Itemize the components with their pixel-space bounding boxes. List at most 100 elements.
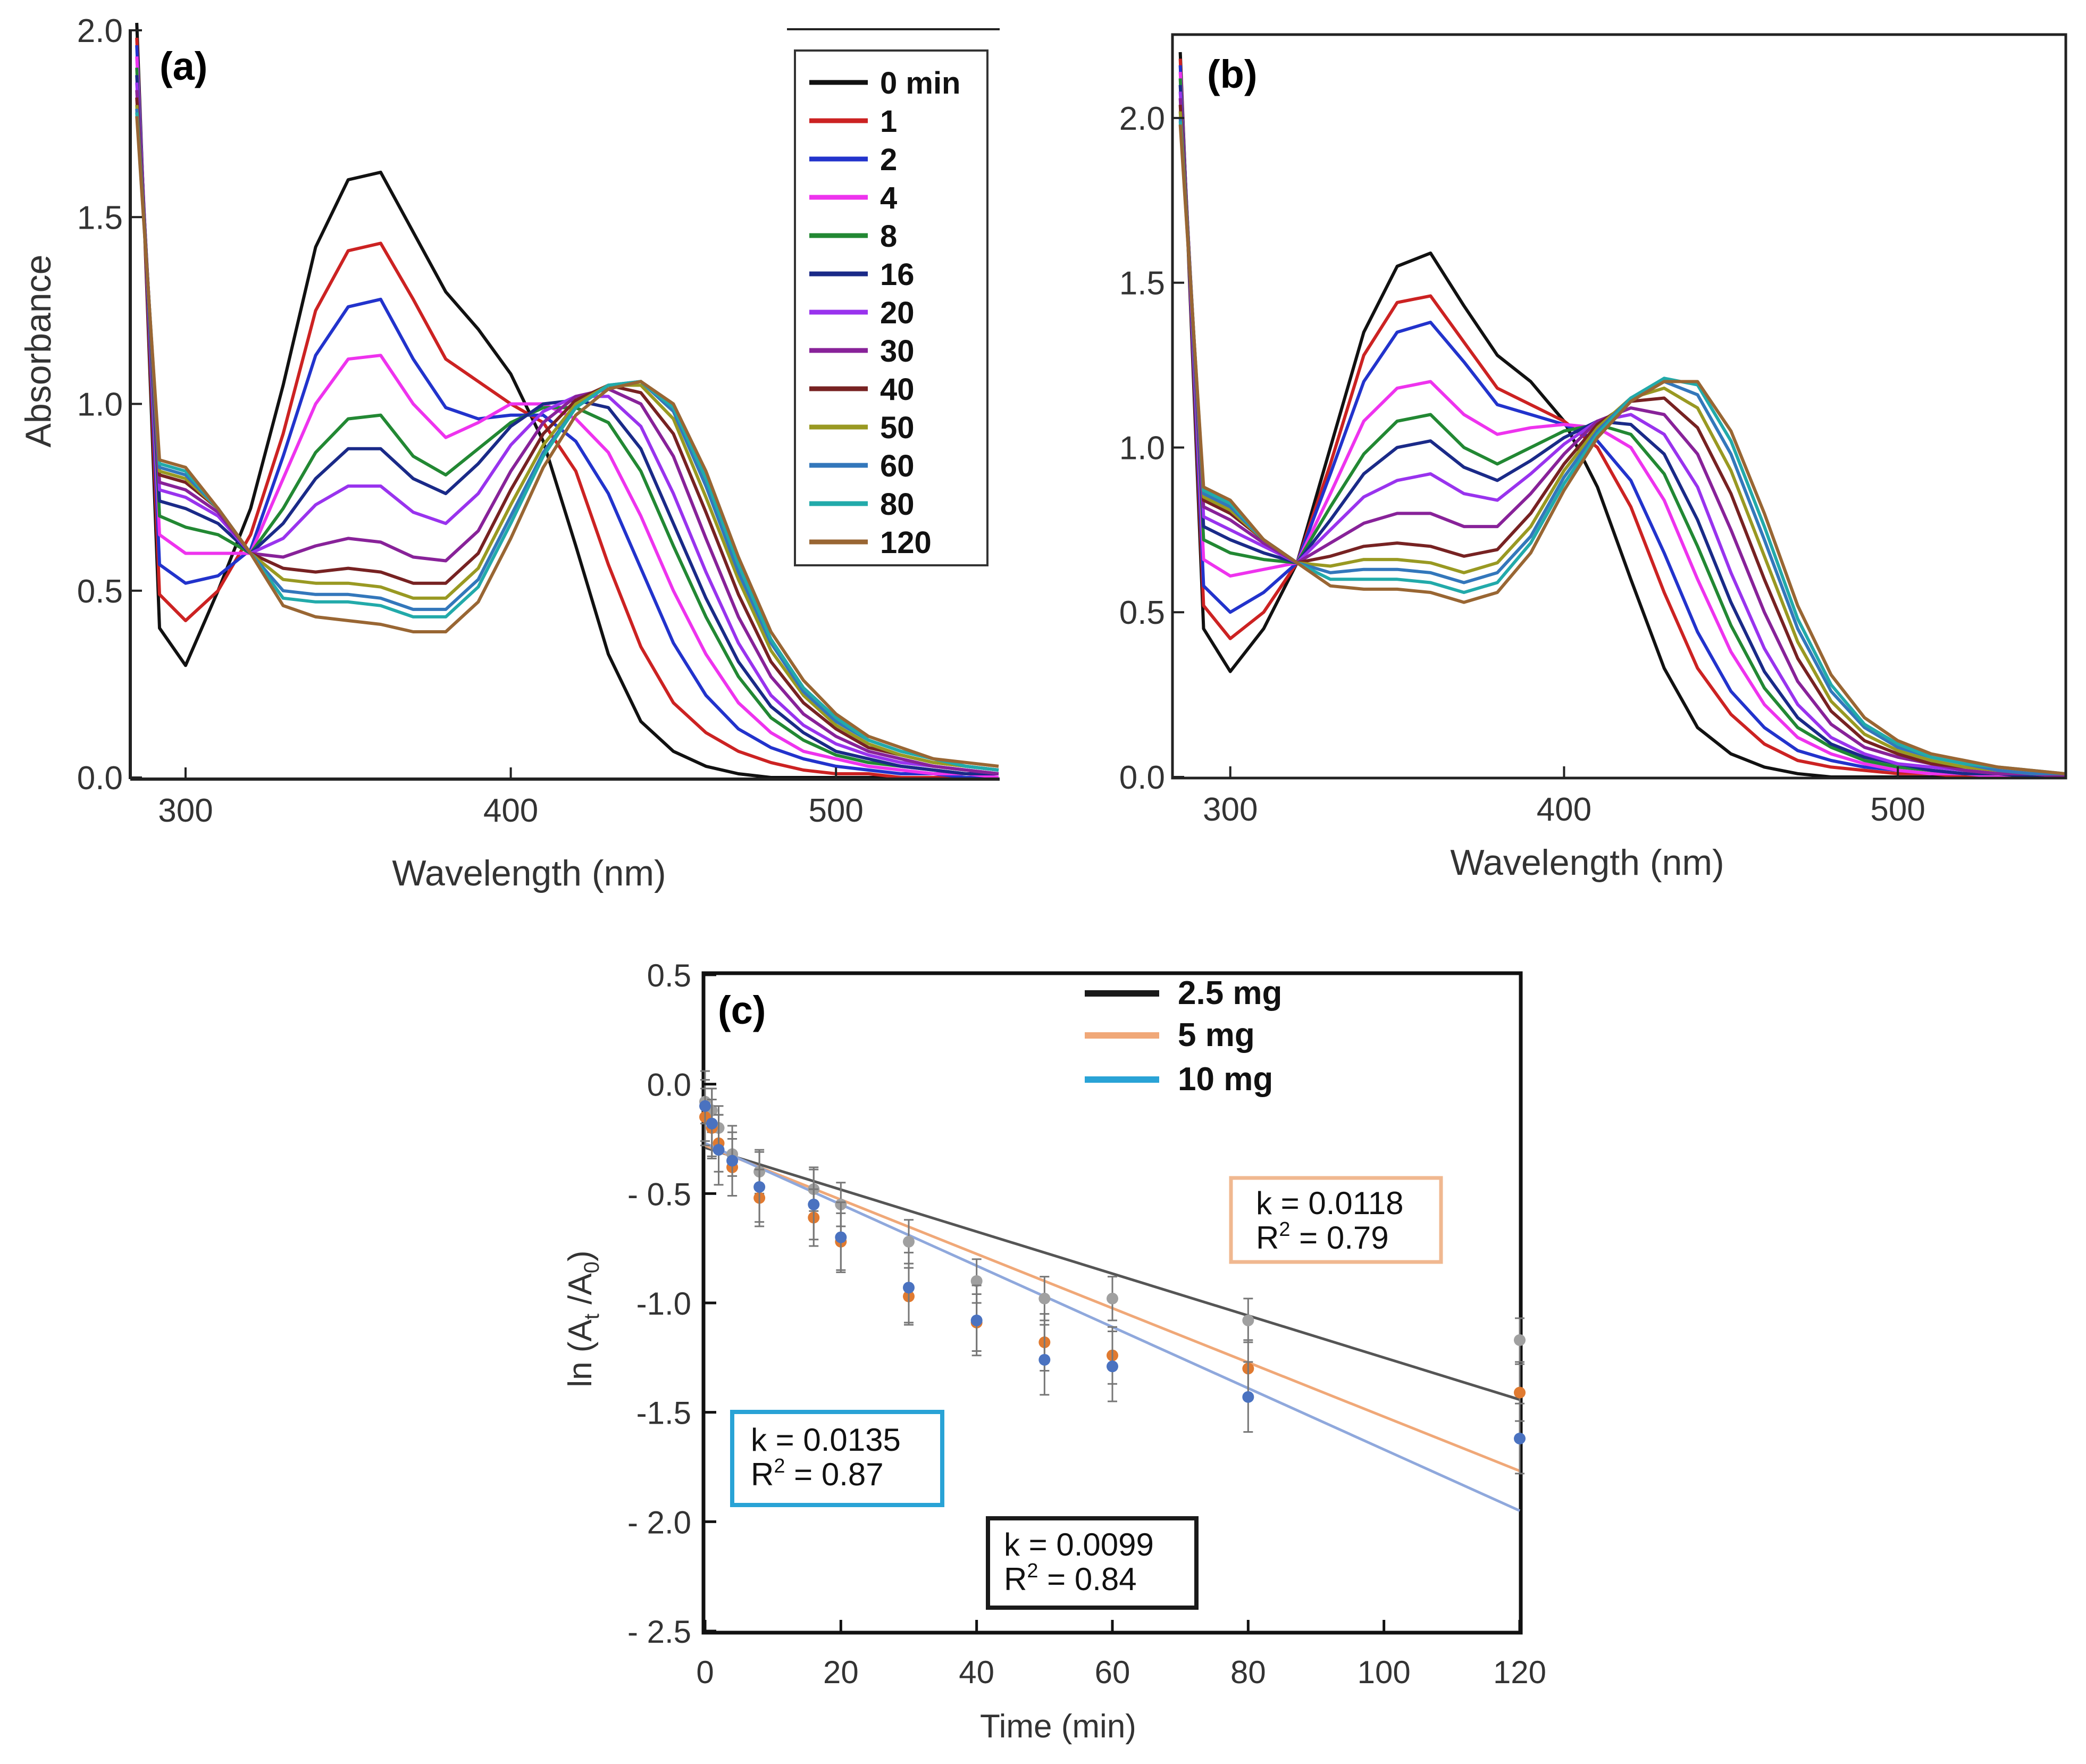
panel-b-series-2 — [1178, 65, 2065, 779]
panel-c-y-tick-label: - 2.5 — [627, 1614, 691, 1650]
panel-a-series-120 — [135, 116, 999, 768]
panel-a-legend-box — [794, 49, 988, 566]
panel-a-y-tick-label: 1.0 — [77, 387, 123, 423]
panel-c-x-tick-label: 100 — [1358, 1654, 1411, 1690]
panel-c-y-tick-label: -1.5 — [636, 1395, 691, 1431]
panel-a-legend-label-60: 60 — [880, 449, 915, 483]
panel-a-label: (a) — [160, 44, 207, 88]
panel-c-y-ticks: 0.5 0.0 - 0.5 -1.0 -1.5 - 2.0 - 2.5 — [627, 958, 716, 1650]
data-point-10-mg — [808, 1198, 820, 1210]
annotation-5mg-k: k = 0.0118 — [1256, 1185, 1403, 1221]
annotation-10mg: k = 0.0135 R2 = 0.87 — [730, 1410, 944, 1507]
annotation-2-5mg-r2: R2 = 0.84 — [1004, 1560, 1137, 1597]
data-point-10-mg — [1107, 1360, 1118, 1373]
panel-a-series-80 — [135, 112, 999, 772]
panel-c-y-tick-label: - 0.5 — [627, 1176, 691, 1212]
panel-b-y-ticks: 0.0 0.5 1.0 1.5 2.0 — [1119, 101, 1184, 796]
panel-b-series-0-min — [1178, 52, 2065, 779]
annotation-5mg-r2: R2 = 0.79 — [1256, 1218, 1389, 1256]
data-point-10-mg — [903, 1282, 915, 1294]
panel-a-legend-label-120: 120 — [880, 525, 932, 560]
panel-a-y-tick-label: 1.5 — [77, 199, 123, 236]
panel-c-data-points — [699, 1070, 1526, 1475]
panel-c-x-axis-title: Time (min) — [980, 1708, 1136, 1745]
panel-c-y-tick-label: -1.0 — [636, 1286, 691, 1322]
data-point-10-mg — [713, 1144, 725, 1156]
panel-a-legend-label-16: 16 — [880, 257, 915, 292]
annotation-2-5mg: k = 0.0099 R2 = 0.84 — [986, 1516, 1199, 1610]
data-point-2-5-mg — [1514, 1334, 1526, 1346]
panel-b-series-60 — [1178, 118, 2065, 775]
data-point-5-mg — [1514, 1386, 1526, 1399]
panel-b-x-ticks: 300 400 500 — [1203, 766, 1925, 828]
panel-a: 0.0 0.5 1.0 1.5 2.0 300 400 500 (a) Wavelength… — [18, 13, 1000, 893]
panel-c-label: (c) — [718, 988, 766, 1032]
panel-c-x-tick-label: 80 — [1230, 1654, 1266, 1690]
annotation-2-5mg-k: k = 0.0099 — [1004, 1527, 1154, 1562]
annotation-2-5mg-box — [986, 1516, 1199, 1610]
panel-b-x-tick-label: 400 — [1537, 791, 1591, 828]
panel-c-y-tick-label: - 2.0 — [627, 1504, 691, 1540]
panel-c-x-ticks: 0 20 40 60 80 100 120 — [696, 1620, 1546, 1690]
panel-c-x-tick-label: 0 — [696, 1654, 714, 1690]
panel-a-y-tick-label: 0.5 — [77, 573, 123, 610]
panel-b-spectra — [1178, 52, 2065, 779]
panel-a-y-tick-label: 2.0 — [77, 13, 123, 49]
panel-a-x-ticks: 300 400 500 — [158, 767, 864, 829]
data-point-2-5-mg — [1038, 1292, 1051, 1305]
panel-a-legend-label-40: 40 — [880, 372, 915, 407]
panel-a-x-tick-label: 400 — [483, 792, 538, 829]
panel-a-x-tick-label: 500 — [808, 792, 863, 829]
panel-a-series-20 — [135, 82, 999, 775]
annotation-5mg-box — [1229, 1176, 1443, 1264]
legend-label-2-5mg: 2.5 mg — [1178, 975, 1282, 1011]
panel-a-series-40 — [135, 97, 999, 772]
panel-a-x-axis-title: Wavelength (nm) — [392, 853, 666, 893]
panel-b-series-16 — [1178, 85, 2065, 779]
panel-a-y-axis-title: Absorbance — [18, 255, 58, 448]
panel-c: 0.5 0.0 - 0.5 -1.0 -1.5 - 2.0 - 2.5 0 20 40 60 80 1… — [562, 958, 1546, 1745]
legend-label-5mg: 5 mg — [1178, 1017, 1255, 1054]
legend-label-10mg: 10 mg — [1178, 1061, 1273, 1098]
panel-b-frame — [1171, 33, 2067, 780]
panel-b: 0.0 0.5 1.0 1.5 2.0 300 400 500 (b) Wavelength… — [1119, 33, 2067, 883]
annotation-5mg: k = 0.0118 R2 = 0.79 — [1229, 1176, 1443, 1264]
panel-c-y-tick-label: 0.0 — [647, 1067, 691, 1103]
panel-c-x-tick-label: 40 — [959, 1654, 994, 1690]
data-point-2-5-mg — [1242, 1314, 1254, 1326]
panel-b-y-tick-label: 1.0 — [1119, 430, 1165, 466]
panel-b-series-1 — [1178, 58, 2065, 779]
panel-a-legend-label-8: 8 — [880, 219, 897, 254]
panel-b-y-tick-label: 1.5 — [1119, 265, 1165, 302]
panel-b-series-40 — [1178, 104, 2065, 775]
panel-c-legend: 2.5 mg 5 mg 10 mg — [1085, 975, 1282, 1098]
panel-a-legend-label-0-min: 0 min — [880, 66, 961, 101]
data-point-10-mg — [699, 1100, 711, 1112]
panel-b-x-tick-label: 300 — [1203, 791, 1258, 828]
panel-c-x-tick-label: 120 — [1493, 1654, 1546, 1690]
data-point-10-mg — [706, 1117, 718, 1130]
data-point-10-mg — [1242, 1391, 1254, 1403]
panel-a-legend-label-50: 50 — [880, 411, 915, 445]
data-point-10-mg — [835, 1231, 847, 1243]
panel-a-spectra — [135, 22, 999, 779]
panel-a-series-50 — [135, 105, 999, 772]
panel-a-y-ticks: 0.0 0.5 1.0 1.5 2.0 — [77, 13, 142, 797]
panel-b-x-axis-title: Wavelength (nm) — [1450, 842, 1724, 883]
annotation-10mg-k: k = 0.0135 — [751, 1422, 901, 1458]
panel-a-legend-label-1: 1 — [880, 104, 897, 139]
annotation-10mg-box — [730, 1410, 944, 1507]
panel-a-series-30 — [135, 90, 999, 775]
data-point-10-mg — [970, 1314, 983, 1326]
panel-b-x-tick-label: 500 — [1870, 791, 1925, 828]
data-point-2-5-mg — [970, 1275, 983, 1287]
panel-c-y-tick-label: 0.5 — [647, 958, 691, 993]
panel-c-x-tick-label: 60 — [1095, 1654, 1130, 1690]
panel-b-y-tick-label: 2.0 — [1119, 101, 1165, 137]
panel-c-x-tick-label: 20 — [823, 1654, 859, 1690]
panel-b-series-20 — [1178, 91, 2065, 779]
panel-a-x-tick-label: 300 — [158, 792, 213, 829]
panel-a-series-16 — [135, 75, 999, 775]
